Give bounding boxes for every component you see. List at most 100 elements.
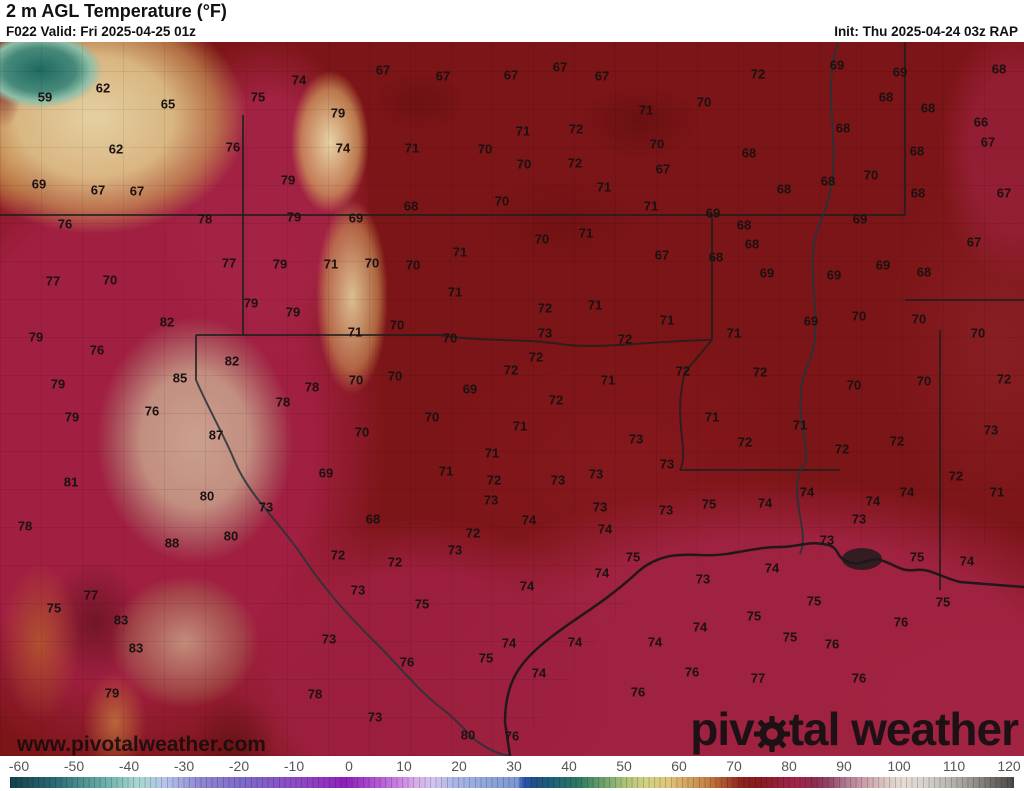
temp-label: 69 [803,313,819,329]
temp-label: 70 [970,325,986,341]
temp-label: 73 [592,499,608,515]
temp-label: 77 [221,255,237,271]
temp-label: 69 [826,267,842,283]
temp-label: 73 [983,422,999,438]
temp-label: 73 [367,709,383,725]
temp-label: 72 [750,66,766,82]
temp-label: 76 [824,636,840,652]
temp-label: 78 [17,518,33,534]
temp-label: 70 [442,330,458,346]
temp-label: 73 [588,466,604,482]
temp-label: 74 [501,635,517,651]
temp-label: 70 [863,167,879,183]
colorbar-segment-lines [10,777,1014,788]
colorbar-tick: 60 [671,758,687,774]
temp-label: 76 [851,670,867,686]
page-title: 2 m AGL Temperature (°F) [6,1,227,21]
temp-label: 73 [258,499,274,515]
temp-label: 71 [404,140,420,156]
colorbar-area: -60 -50 -40 -30 -20 -10 0 10 20 30 40 50 60 70 80 90 100… [0,756,1024,791]
temp-label: 68 [820,173,836,189]
temp-label: 66 [973,114,989,130]
temp-label: 71 [643,198,659,214]
temp-label: 68 [909,143,925,159]
pivotal-weather-logo: piv tal weather [690,702,1019,756]
colorbar-tick: 100 [887,758,911,774]
temp-label: 78 [275,394,291,410]
colorbar-tick: 50 [616,758,632,774]
temp-label: 71 [484,445,500,461]
temp-label: 73 [819,532,835,548]
temp-label: 74 [757,495,773,511]
temp-label: 70 [405,257,421,273]
colorbar-tick: 70 [726,758,742,774]
temp-label: 78 [197,211,213,227]
temp-label: 67 [552,59,568,75]
temp-label: 70 [424,409,440,425]
temp-label: 79 [243,295,259,311]
temp-label: 68 [916,264,932,280]
border-red-river [196,334,713,347]
temp-label: 68 [708,249,724,265]
temp-label: 85 [172,370,188,386]
temp-label: 88 [164,535,180,551]
temp-label: 70 [911,311,927,327]
temp-label: 72 [503,362,519,378]
temp-label: 71 [587,297,603,313]
colorbar-tick: -20 [228,758,250,774]
temp-label: 71 [726,325,742,341]
temp-label: 74 [597,521,613,537]
colorbar-tick: 90 [836,758,852,774]
temp-label: 74 [291,72,307,88]
temp-label: 74 [899,484,915,500]
temp-label: 71 [447,284,463,300]
temp-label: 73 [550,472,566,488]
temp-label: 73 [537,325,553,341]
temp-label: 72 [889,433,905,449]
temp-label: 79 [285,304,301,320]
temp-label: 75 [250,89,266,105]
temp-label: 74 [335,140,351,156]
temp-label: 70 [516,156,532,172]
temp-label: 71 [323,256,339,272]
temp-label: 69 [348,210,364,226]
temp-label: 73 [695,571,711,587]
temp-label: 70 [348,372,364,388]
temp-label: 72 [752,364,768,380]
border-tx-ar-la [679,339,713,471]
temp-label: 71 [438,463,454,479]
temp-label: 68 [991,61,1007,77]
temp-label: 87 [208,427,224,443]
temp-label: 69 [318,465,334,481]
temp-label: 79 [104,685,120,701]
temp-label: 62 [95,80,111,96]
temp-label: 74 [647,634,663,650]
temp-label: 72 [568,121,584,137]
temp-label: 71 [638,102,654,118]
colorbar-gradient [10,777,1014,788]
colorbar-tick: -30 [173,758,195,774]
temp-label: 72 [465,525,481,541]
temp-label: 75 [806,593,822,609]
temp-label: 68 [878,89,894,105]
temp-label: 68 [776,181,792,197]
temp-label: 67 [996,185,1012,201]
temp-label: 75 [625,549,641,565]
temp-label: 73 [447,542,463,558]
temp-label: 70 [851,308,867,324]
colorbar-tick: 120 [997,758,1021,774]
temp-label: 75 [414,596,430,612]
temp-label: 76 [399,654,415,670]
temp-label: 75 [478,650,494,666]
temp-label: 70 [494,193,510,209]
temp-label: 70 [916,373,932,389]
temp-label: 72 [387,554,403,570]
temp-label: 71 [600,372,616,388]
temp-label: 71 [704,409,720,425]
temp-label: 70 [364,255,380,271]
temp-label: 78 [304,379,320,395]
temp-label: 67 [655,161,671,177]
temp-label: 70 [387,368,403,384]
temp-label: 82 [159,314,175,330]
